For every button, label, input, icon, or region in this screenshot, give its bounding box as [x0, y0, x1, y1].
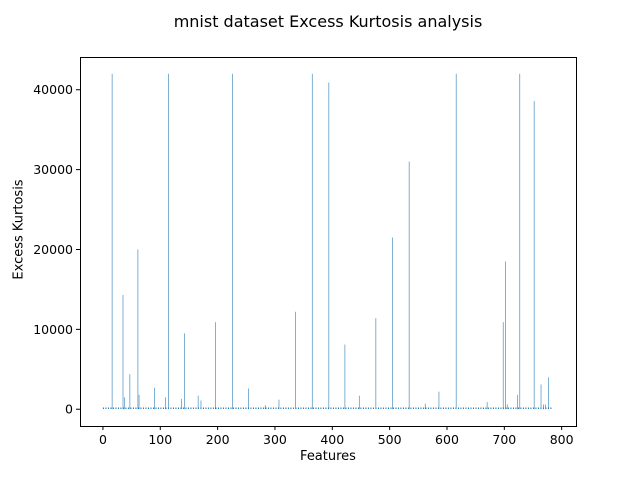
bar [168, 73, 169, 410]
bar [438, 391, 440, 410]
bar [543, 404, 544, 410]
bar [138, 394, 140, 410]
y-tick-label: 40000 [33, 82, 73, 97]
bar [232, 73, 233, 410]
y-axis-ticks: 0 10000 20000 30000 40000 [33, 82, 80, 417]
x-axis-label: Features [300, 449, 356, 464]
x-tick-label: 400 [320, 432, 344, 447]
bar [392, 237, 393, 410]
bar [519, 73, 521, 410]
bar [311, 73, 313, 410]
x-tick-label: 100 [148, 432, 172, 447]
bar [486, 402, 488, 410]
bar [124, 397, 126, 410]
bar [408, 161, 410, 410]
x-tick-label: 800 [550, 432, 574, 447]
y-tick-label: 30000 [33, 162, 73, 177]
x-tick-label: 500 [378, 432, 402, 447]
bar [129, 374, 131, 410]
bar [154, 387, 155, 410]
bar [215, 322, 216, 410]
x-axis-ticks: 0 100 200 300 400 500 600 700 800 [99, 426, 574, 447]
bar [122, 295, 124, 410]
x-tick-label: 600 [435, 432, 459, 447]
bar [505, 261, 506, 410]
y-tick-label: 10000 [33, 322, 73, 337]
bar [533, 100, 535, 410]
bar [424, 403, 426, 410]
bar [502, 322, 504, 410]
bar [264, 405, 266, 410]
bar [295, 311, 296, 410]
bar [545, 404, 546, 410]
bar [506, 404, 508, 410]
bar [344, 344, 346, 410]
bar [540, 384, 542, 410]
bar [248, 388, 249, 410]
bar [165, 397, 166, 410]
x-tick-label: 700 [492, 432, 516, 447]
x-tick-label: 200 [206, 432, 230, 447]
bar [137, 249, 139, 410]
bar [278, 399, 280, 410]
bar [548, 377, 549, 410]
y-tick-label: 20000 [33, 242, 73, 257]
x-tick-label: 0 [99, 432, 107, 447]
y-tick-label: 0 [65, 402, 73, 417]
bar [517, 394, 518, 410]
bar [111, 73, 113, 410]
bars-group [102, 73, 552, 410]
bar [200, 400, 202, 410]
bar [181, 398, 182, 410]
bar [184, 333, 185, 410]
plot-frame [80, 57, 577, 427]
chart-title: mnist dataset Excess Kurtosis analysis [173, 12, 483, 31]
bar [358, 395, 360, 410]
y-axis-label: Excess Kurtosis [11, 179, 27, 280]
x-tick-label: 300 [263, 432, 287, 447]
bar [375, 318, 377, 410]
bar [197, 395, 199, 410]
bar [328, 82, 330, 410]
bar [455, 73, 457, 410]
